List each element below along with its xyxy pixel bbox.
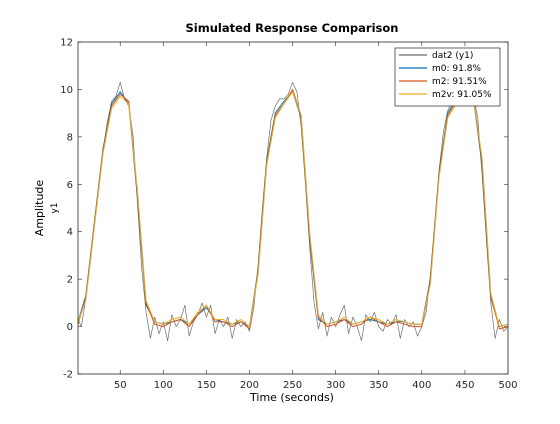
y-tick-label-6: 10 [60,85,73,96]
legend-label-0: dat2 (y1) [432,51,473,61]
plot-area: 50 100 150 200 250 300 350 400 450 500 -2 0 2 4 6 8 10 12… [60,38,517,392]
legend-box [394,47,501,107]
series-line-3 [77,91,509,328]
x-tick-label-8: 450 [455,380,474,391]
x-tick-label-1: 100 [154,380,173,391]
x-tick-label-6: 350 [369,380,388,391]
chart-title: Simulated Response Comparison [186,21,399,35]
y-tick-label-0: -2 [63,370,73,381]
legend: dat2 (y1) m0: 91.8% m2: 91.51% m2v: 91.05% [394,47,501,107]
x-tick-label-9: 500 [498,380,517,391]
y-tick-label-7: 12 [60,38,73,49]
y-axis-sublabel: y1 [50,202,60,213]
y-axis-label: Amplitude [33,180,46,237]
y-tick-label-5: 8 [67,132,73,143]
x-axis-label: Time (seconds) [249,391,334,404]
x-tick-label-7: 400 [412,380,431,391]
y-tick-label-3: 4 [67,227,73,238]
x-tick-label-3: 200 [240,380,259,391]
x-tick-label-2: 150 [197,380,216,391]
x-tick-label-4: 250 [283,380,302,391]
y-tick-label-4: 6 [67,180,73,191]
x-tick-label-5: 300 [326,380,345,391]
x-tick-label-0: 50 [114,380,127,391]
y-tick-label-2: 2 [67,275,73,286]
legend-label-2: m2: 91.51% [432,77,487,87]
legend-label-3: m2v: 91.05% [432,90,492,100]
axes-frame [77,41,509,375]
y-tick-label-1: 0 [67,322,73,333]
legend-label-1: m0: 91.8% [432,64,481,74]
